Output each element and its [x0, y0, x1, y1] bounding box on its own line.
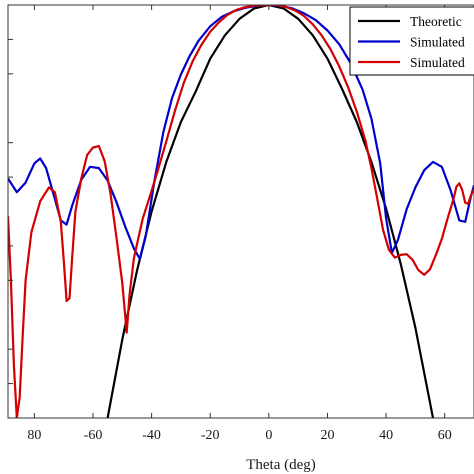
x-tick-label: -20: [201, 428, 220, 443]
x-axis-title: Theta (deg): [246, 457, 316, 473]
series-line-1: [106, 5, 435, 418]
plot-area-frame: [7, 4, 474, 419]
series-line-3: [8, 5, 474, 418]
x-tick-label: 20: [320, 428, 334, 443]
x-tick-label: 60: [438, 428, 452, 443]
x-tick-label: 40: [379, 428, 393, 443]
legend: Theoretic Simulated Simulated: [349, 6, 474, 76]
x-tick-label: -60: [84, 428, 103, 443]
series-layer: [8, 5, 474, 418]
x-tick-label: 0: [265, 428, 272, 443]
x-tick-label: 80: [27, 428, 41, 443]
legend-label: Simulated: [410, 55, 465, 70]
x-tick-labels: 80 -60 -40 -20 0 20 40 60: [27, 428, 451, 443]
legend-label: Simulated: [410, 35, 465, 50]
legend-entries: Theoretic Simulated Simulated: [358, 14, 465, 70]
legend-label: Theoretic: [410, 14, 462, 29]
x-tick-label: -40: [142, 428, 161, 443]
